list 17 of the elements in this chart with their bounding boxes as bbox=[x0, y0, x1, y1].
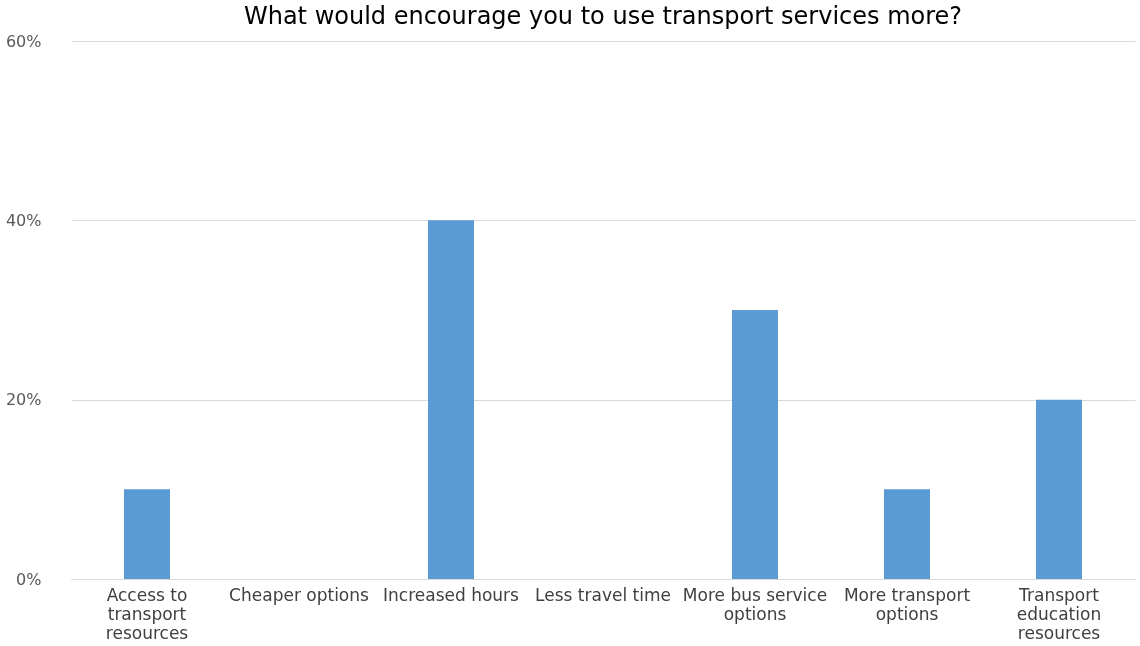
bar bbox=[884, 489, 930, 579]
chart-title: What would encourage you to use transport services more? bbox=[243, 2, 963, 30]
x-tick-label: More bus service options bbox=[682, 584, 828, 624]
bar bbox=[1036, 399, 1082, 579]
x-tick-label: Increased hours bbox=[383, 584, 520, 605]
x-tick-label: More transport options bbox=[843, 584, 971, 624]
bar bbox=[124, 489, 170, 579]
y-tick-label: 20% bbox=[5, 390, 42, 410]
x-tick-label: Cheaper options bbox=[229, 584, 370, 605]
bar bbox=[428, 220, 474, 579]
y-tick-label: 0% bbox=[16, 569, 42, 589]
x-tick-label: Access to transport resources bbox=[105, 584, 189, 643]
y-tick-label: 40% bbox=[5, 210, 42, 230]
x-tick-label: Transport education resources bbox=[1016, 584, 1102, 643]
bar bbox=[732, 310, 778, 579]
x-tick-label: Less travel time bbox=[535, 584, 671, 605]
y-tick-label: 60% bbox=[5, 31, 42, 51]
